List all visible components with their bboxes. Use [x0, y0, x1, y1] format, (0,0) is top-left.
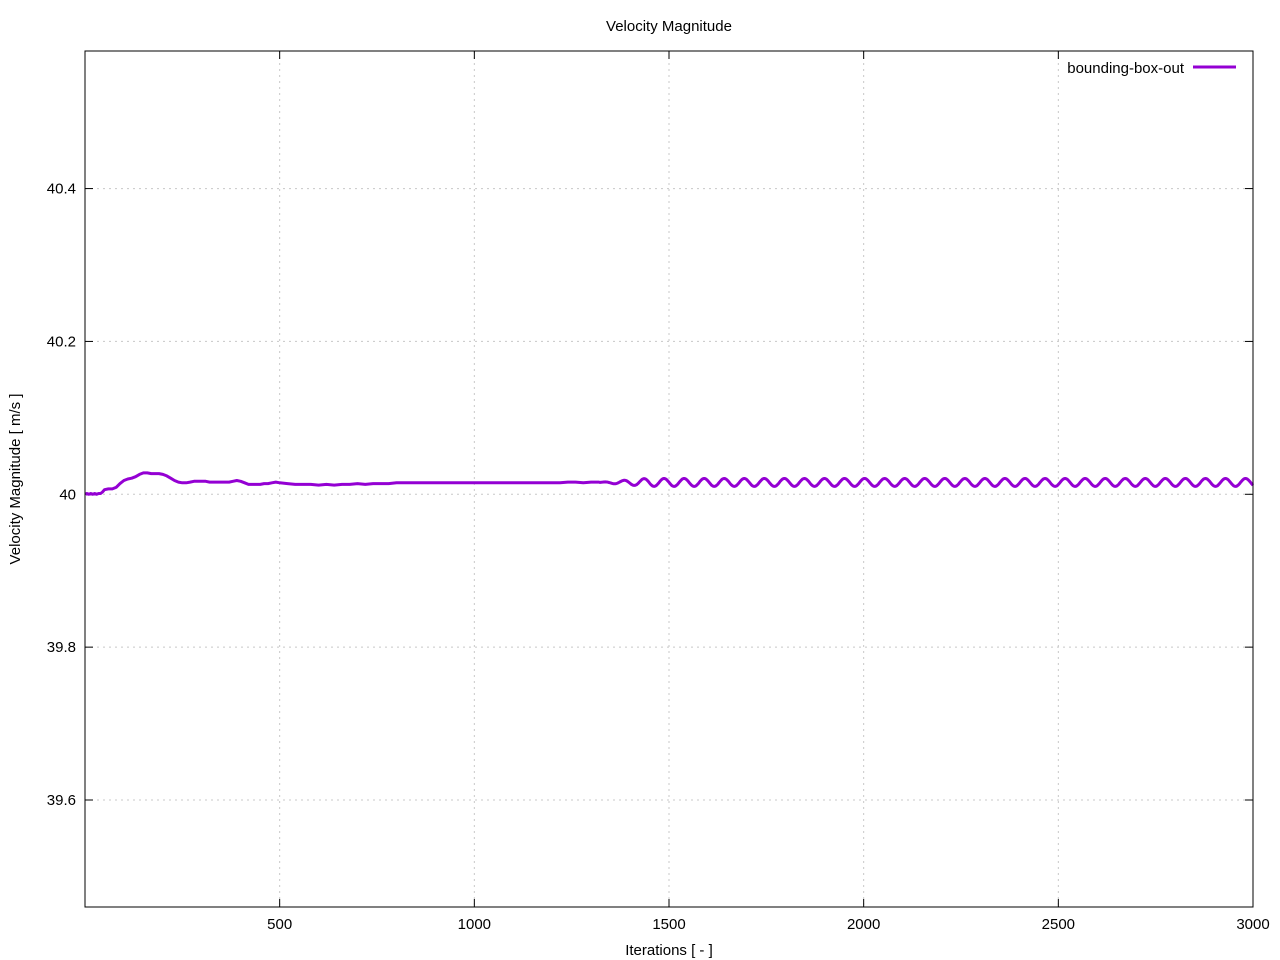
grid-lines — [85, 51, 1253, 907]
x-tick-label: 2500 — [1042, 916, 1075, 933]
x-axis-label: Iterations [ - ] — [625, 942, 713, 959]
x-tick-label: 1500 — [652, 916, 685, 933]
y-axis-label: Velocity Magnitude [ m/s ] — [7, 394, 24, 565]
chart-title: Velocity Magnitude — [606, 18, 732, 35]
y-axis-ticks: 39.6 39.8 40 40.2 40.4 — [47, 181, 1253, 809]
x-tick-label: 1000 — [458, 916, 491, 933]
x-tick-label: 500 — [267, 916, 292, 933]
y-tick-label: 40.4 — [47, 181, 76, 198]
legend: bounding-box-out — [1067, 60, 1236, 77]
y-tick-label: 40 — [59, 486, 76, 503]
y-tick-label: 39.6 — [47, 792, 76, 809]
legend-series-label: bounding-box-out — [1067, 60, 1185, 77]
x-tick-label: 2000 — [847, 916, 880, 933]
y-tick-label: 39.8 — [47, 639, 76, 656]
y-tick-label: 40.2 — [47, 333, 76, 350]
x-tick-label: 3000 — [1236, 916, 1269, 933]
x-axis-ticks: 500 1000 1500 2000 2500 3000 — [267, 51, 1270, 933]
series-layer — [84, 471, 1255, 496]
plot-border — [84, 50, 1254, 908]
series-line-bounding-box-out — [84, 471, 1255, 496]
